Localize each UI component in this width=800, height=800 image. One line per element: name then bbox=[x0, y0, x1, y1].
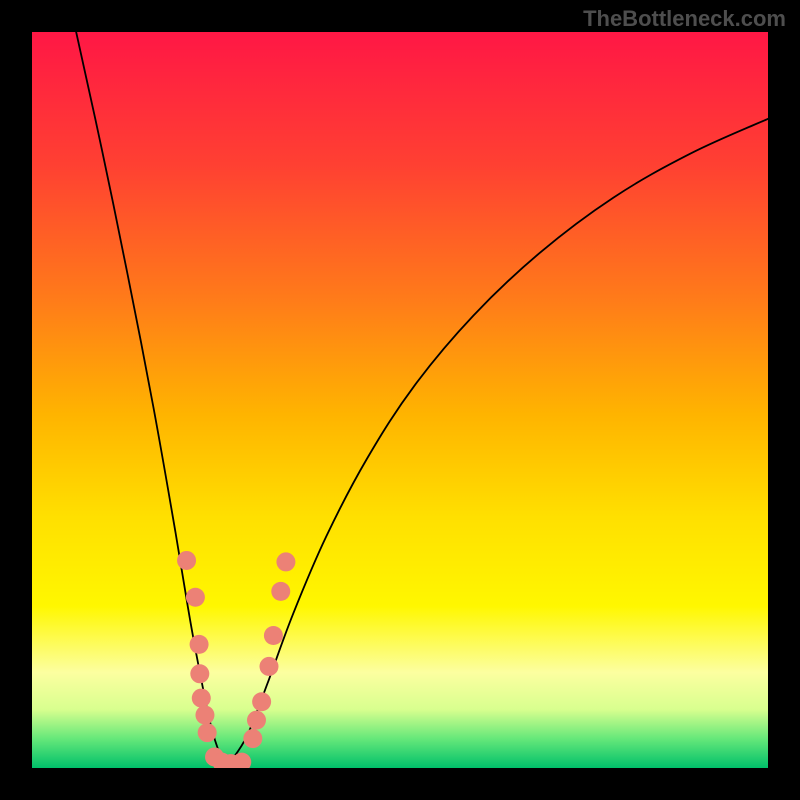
gradient-background bbox=[32, 32, 768, 768]
frame-right bbox=[768, 0, 800, 800]
data-marker bbox=[247, 711, 266, 730]
data-marker bbox=[198, 723, 217, 742]
data-marker bbox=[190, 635, 209, 654]
data-marker bbox=[192, 689, 211, 708]
frame-left bbox=[0, 0, 32, 800]
watermark-text: TheBottleneck.com bbox=[583, 6, 786, 32]
data-marker bbox=[177, 551, 196, 570]
data-marker bbox=[271, 582, 290, 601]
data-marker bbox=[264, 626, 283, 645]
bottleneck-chart bbox=[32, 32, 768, 768]
data-marker bbox=[243, 729, 262, 748]
data-marker bbox=[276, 552, 295, 571]
data-marker bbox=[186, 588, 205, 607]
data-marker bbox=[190, 664, 209, 683]
data-marker bbox=[195, 706, 214, 725]
data-marker bbox=[252, 692, 271, 711]
frame-bottom bbox=[0, 768, 800, 800]
data-marker bbox=[259, 657, 278, 676]
